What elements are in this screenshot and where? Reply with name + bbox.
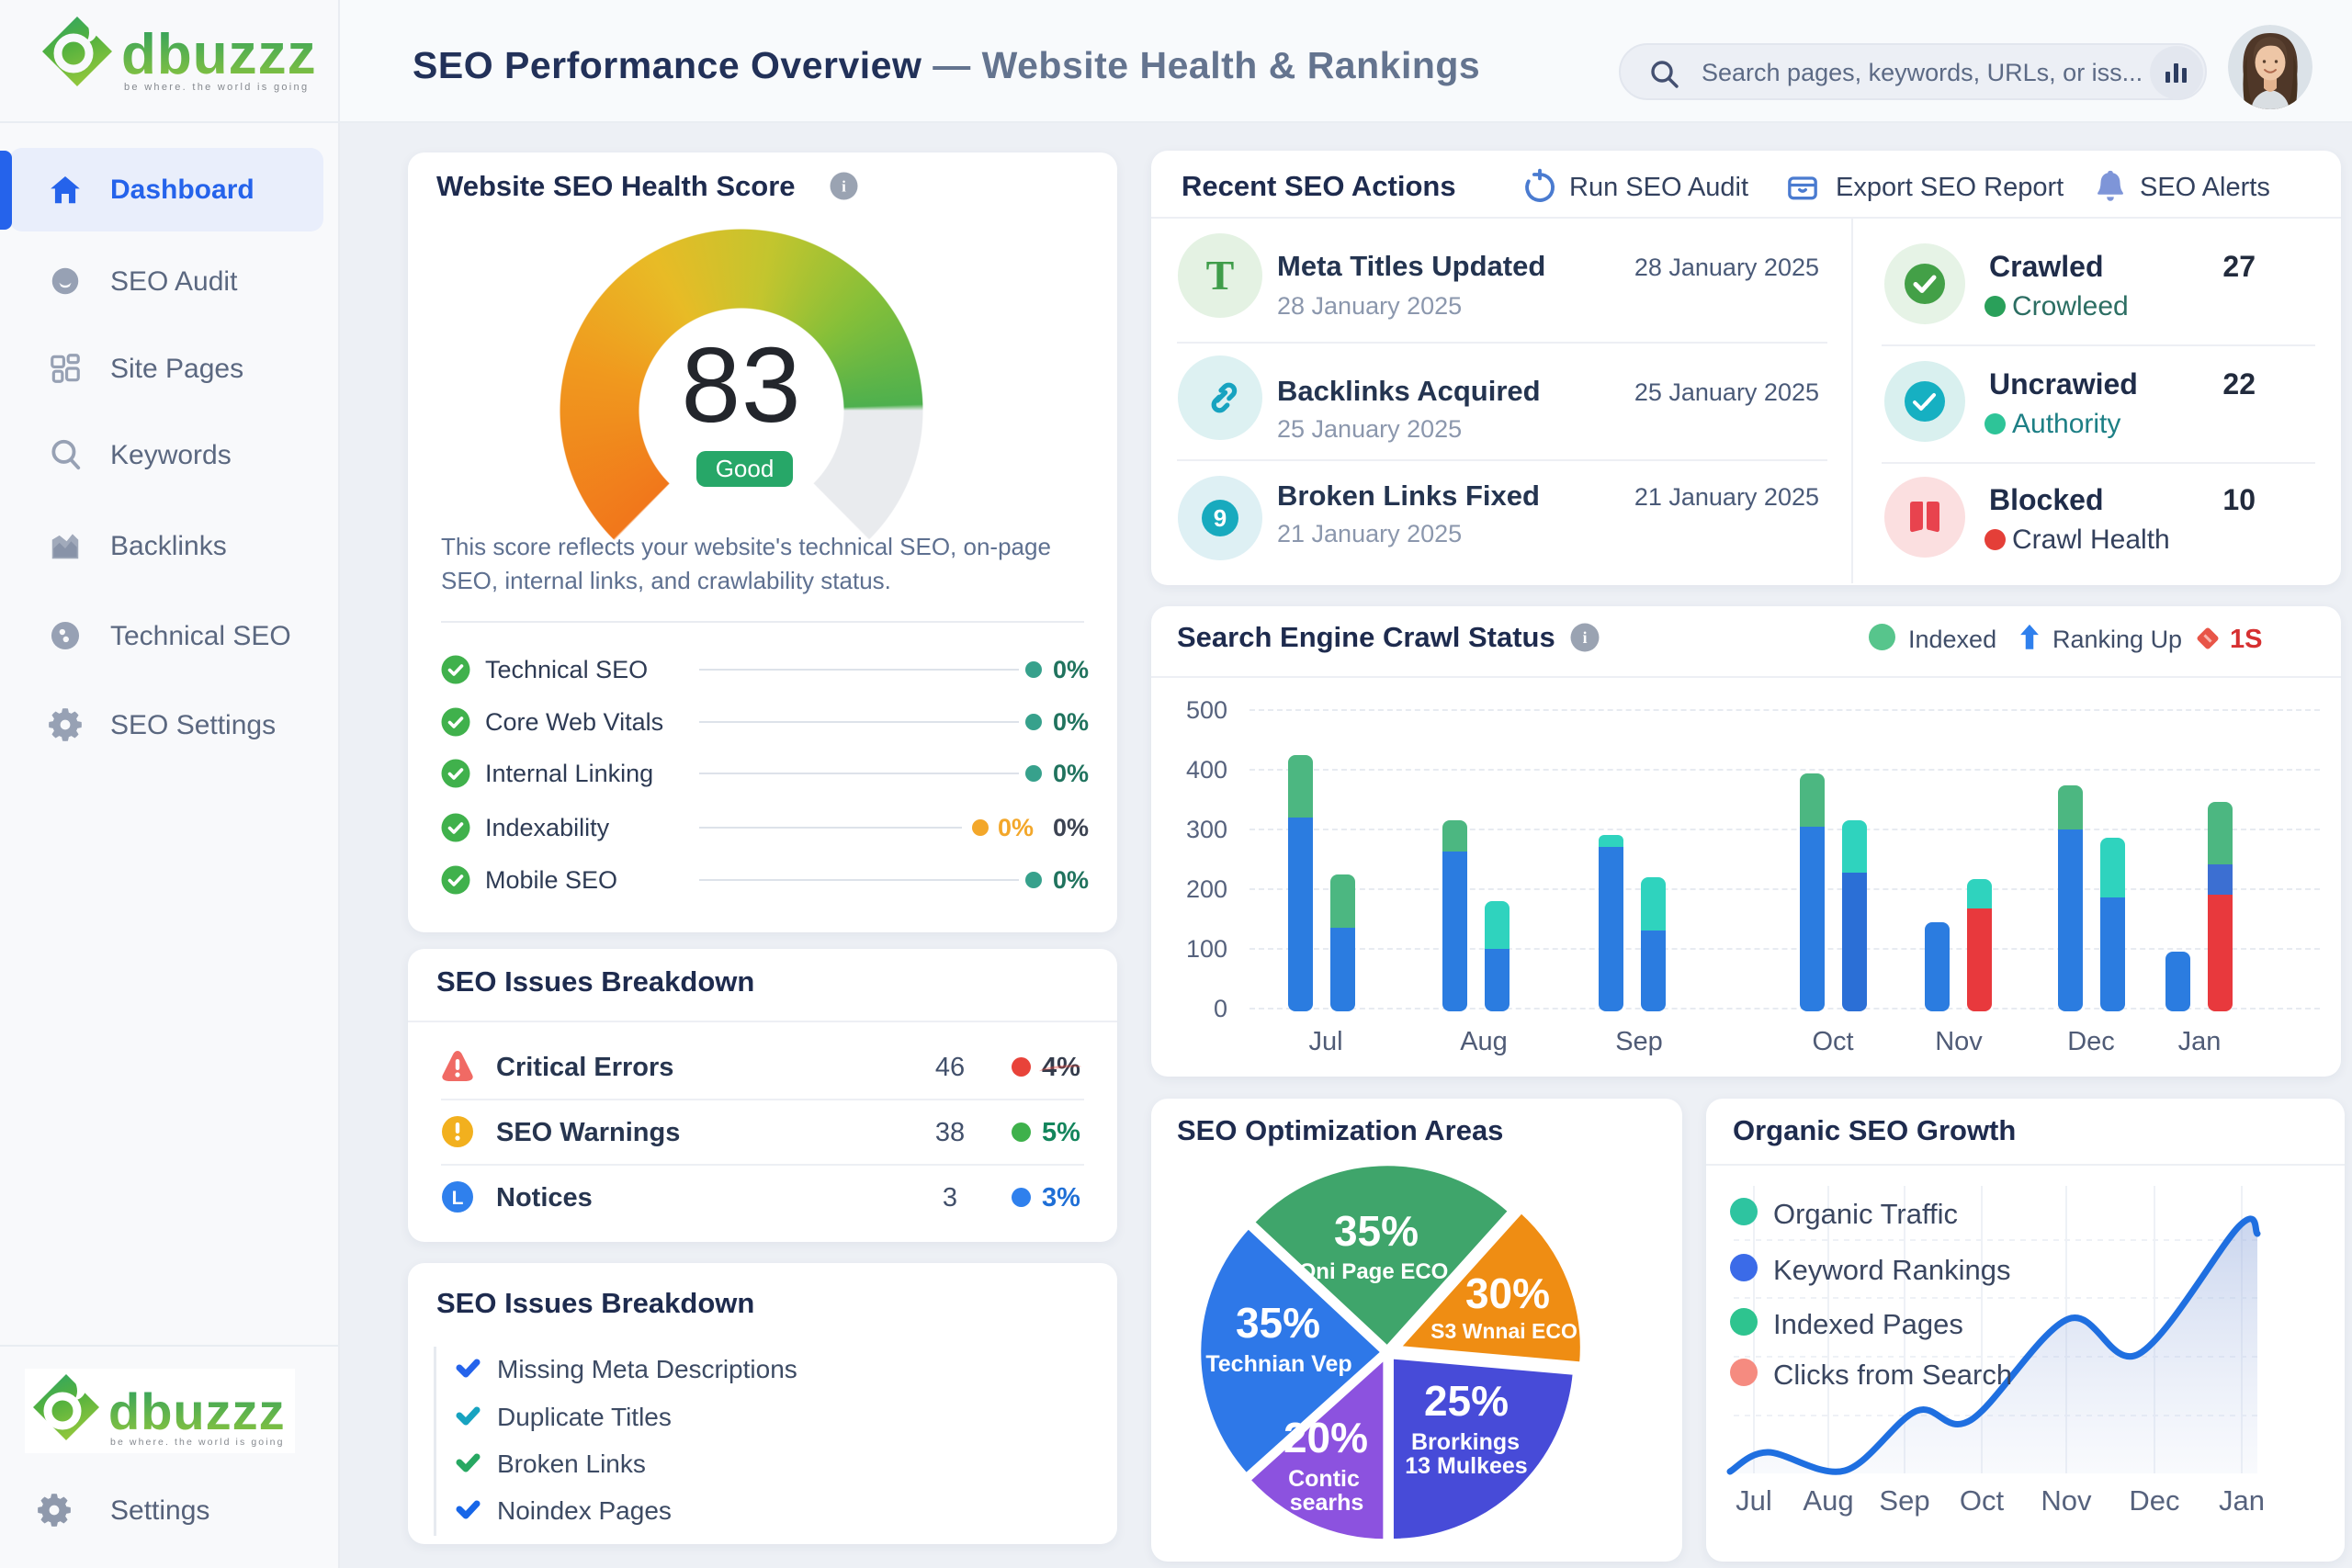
svg-text:9: 9 <box>1214 504 1227 532</box>
svg-text:S3 Wnnai ECO: S3 Wnnai ECO <box>1430 1319 1577 1343</box>
svg-text:Brorkings: Brorkings <box>1411 1429 1520 1455</box>
svg-text:i: i <box>1583 628 1588 647</box>
svg-text:dbuzzz: dbuzzz <box>121 23 317 86</box>
svg-text:i: i <box>842 178 846 196</box>
svg-text:Oni Page ECO: Oni Page ECO <box>1299 1259 1449 1284</box>
svg-text:be where. the world is going: be where. the world is going <box>110 1437 285 1448</box>
svg-text:35%: 35% <box>1334 1207 1419 1255</box>
svg-text:L: L <box>452 1188 464 1209</box>
svg-text:Technian Vep: Technian Vep <box>1205 1351 1351 1377</box>
svg-text:13 Mulkees: 13 Mulkees <box>1405 1453 1527 1479</box>
svg-text:20%: 20% <box>1283 1414 1368 1461</box>
svg-text:25%: 25% <box>1424 1377 1509 1425</box>
svg-text:Contic: Contic <box>1288 1466 1360 1492</box>
svg-text:35%: 35% <box>1236 1299 1320 1347</box>
svg-text:searhs: searhs <box>1290 1490 1364 1516</box>
svg-text:dbuzzz: dbuzzz <box>108 1382 286 1440</box>
svg-text:be where. the world is going: be where. the world is going <box>124 82 309 93</box>
svg-text:30%: 30% <box>1465 1269 1550 1317</box>
